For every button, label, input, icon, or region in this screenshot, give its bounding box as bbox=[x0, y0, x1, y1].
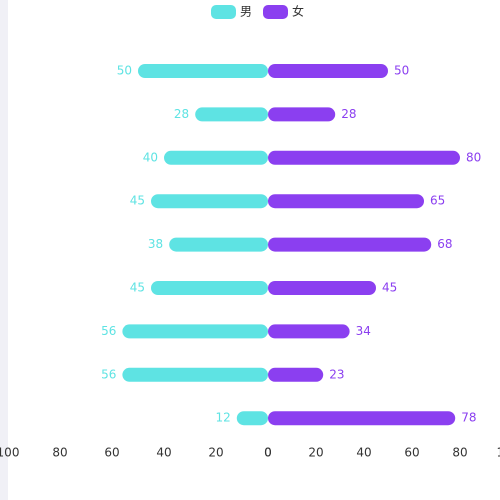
bar bbox=[122, 324, 269, 339]
x-tick-label: 0 bbox=[264, 446, 272, 460]
bar bbox=[268, 64, 388, 78]
data-label: 56 bbox=[101, 367, 116, 381]
legend-label: 女 bbox=[292, 4, 304, 19]
bar bbox=[268, 107, 336, 122]
bar bbox=[268, 324, 350, 339]
legend-label: 男 bbox=[240, 5, 252, 19]
bar bbox=[195, 107, 268, 122]
x-tick-label: 100 bbox=[497, 446, 500, 460]
bar bbox=[151, 194, 268, 209]
data-label: 56 bbox=[101, 324, 116, 338]
bar bbox=[268, 150, 460, 165]
data-label: 45 bbox=[130, 194, 145, 208]
x-tick-label: 20 bbox=[308, 446, 323, 460]
data-label: 28 bbox=[174, 107, 189, 121]
legend-swatch bbox=[263, 5, 288, 19]
bar bbox=[236, 411, 268, 426]
data-label: 28 bbox=[341, 107, 356, 121]
bar bbox=[268, 281, 376, 295]
legend-swatch bbox=[211, 5, 236, 19]
data-label: 80 bbox=[466, 150, 481, 164]
x-tick-label: 80 bbox=[52, 446, 67, 460]
x-tick-label: 60 bbox=[404, 446, 419, 460]
bar bbox=[268, 194, 424, 209]
data-label: 68 bbox=[437, 237, 452, 251]
data-label: 40 bbox=[143, 150, 158, 164]
bar bbox=[268, 367, 324, 382]
data-label: 45 bbox=[382, 281, 397, 295]
data-label: 12 bbox=[216, 411, 231, 425]
bar bbox=[138, 64, 268, 78]
data-label: 38 bbox=[148, 237, 163, 251]
data-label: 50 bbox=[394, 64, 409, 78]
x-tick-label: 80 bbox=[452, 446, 467, 460]
x-tick-label: 40 bbox=[156, 446, 171, 460]
data-label: 78 bbox=[461, 411, 476, 425]
bar bbox=[164, 150, 268, 165]
x-tick-label: 40 bbox=[356, 446, 371, 460]
bar bbox=[122, 367, 269, 382]
bar bbox=[268, 237, 432, 252]
side-strip bbox=[0, 0, 8, 500]
x-tick-label: 100 bbox=[0, 446, 19, 460]
data-label: 65 bbox=[430, 194, 445, 208]
x-tick-label: 20 bbox=[208, 446, 223, 460]
x-tick-label: 0 bbox=[264, 446, 272, 460]
data-label: 23 bbox=[329, 367, 344, 381]
data-label: 45 bbox=[130, 281, 145, 295]
bar bbox=[268, 411, 456, 426]
data-label: 50 bbox=[117, 64, 132, 78]
bar bbox=[169, 237, 268, 252]
x-tick-label: 60 bbox=[104, 446, 119, 460]
bar bbox=[151, 281, 268, 295]
data-label: 34 bbox=[356, 324, 371, 338]
